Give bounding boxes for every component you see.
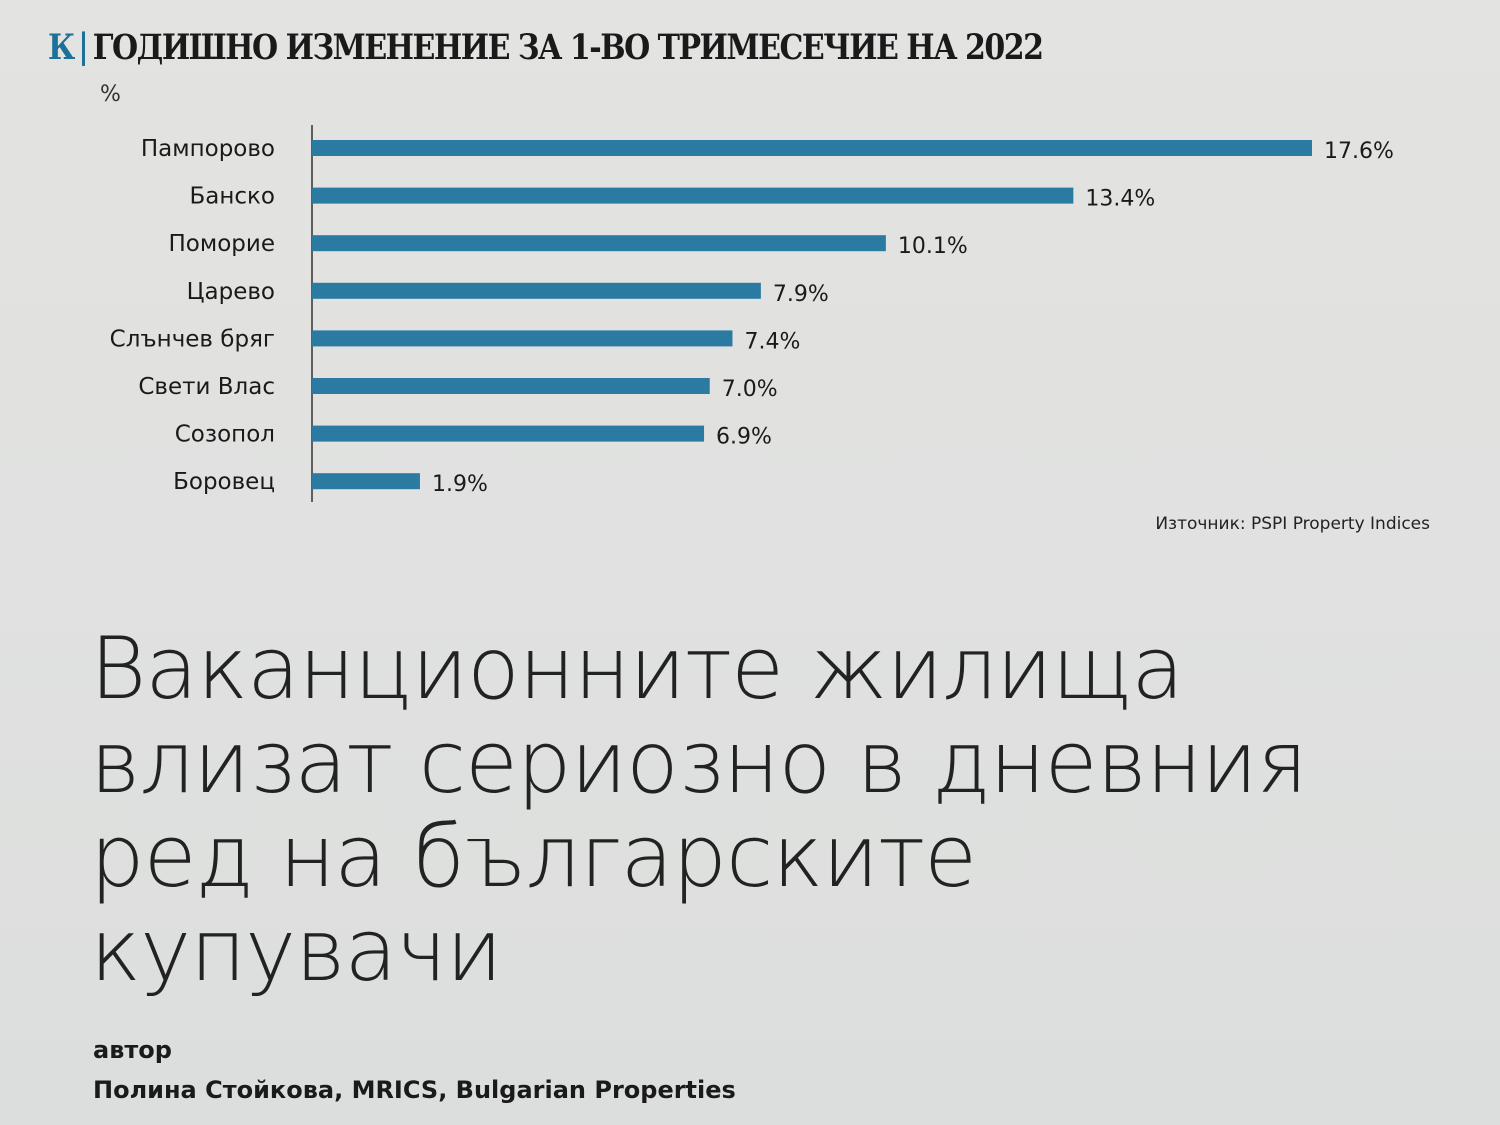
unit-label: % (100, 82, 121, 107)
bar (312, 473, 420, 490)
bar (312, 378, 710, 394)
category-label: Слънчев бряг (110, 326, 275, 352)
category-label: Пампорово (141, 136, 275, 162)
data-label: 17.6% (1324, 139, 1394, 164)
chart-title: К ГОДИШНО ИЗМЕНЕНИЕ ЗА 1-ВО ТРИМЕСЕЧИЕ Н… (48, 28, 1044, 69)
data-label: 10.1% (898, 234, 968, 259)
article-headline: Ваканционните жилища влизат сериозно в д… (90, 619, 1308, 1001)
bar-chart: Пампорово 17.6% Банско 13.4% Поморие 10.1% Цар… (110, 125, 1394, 502)
bar (312, 235, 886, 252)
chart-title-text: ГОДИШНО ИЗМЕНЕНИЕ ЗА 1-ВО ТРИМЕСЕЧИЕ НА … (92, 28, 1044, 69)
bar (312, 282, 761, 299)
category-label: Созопол (175, 422, 275, 448)
data-label: 13.4% (1085, 187, 1155, 212)
category-label: Свети Влас (138, 374, 275, 400)
data-label: 7.9% (773, 282, 829, 307)
divider (81, 30, 85, 66)
category-label: Царево (187, 279, 275, 305)
category-label: Боровец (173, 469, 275, 495)
author-name: Полина Стойкова, MRICS, Bulgarian Proper… (93, 1076, 736, 1104)
source-note: Източник: PSPI Property Indices (1155, 514, 1430, 534)
data-label: 1.9% (432, 472, 488, 497)
bar (312, 187, 1074, 204)
bar (312, 140, 1312, 156)
data-label: 7.4% (744, 329, 800, 354)
data-label: 7.0% (722, 377, 778, 402)
bar (312, 425, 705, 442)
data-label: 6.9% (716, 425, 772, 450)
bar (312, 330, 733, 347)
category-label: Банско (189, 184, 275, 210)
logo: К (48, 28, 75, 69)
author-label: автор (93, 1036, 172, 1064)
category-label: Поморие (169, 231, 276, 257)
